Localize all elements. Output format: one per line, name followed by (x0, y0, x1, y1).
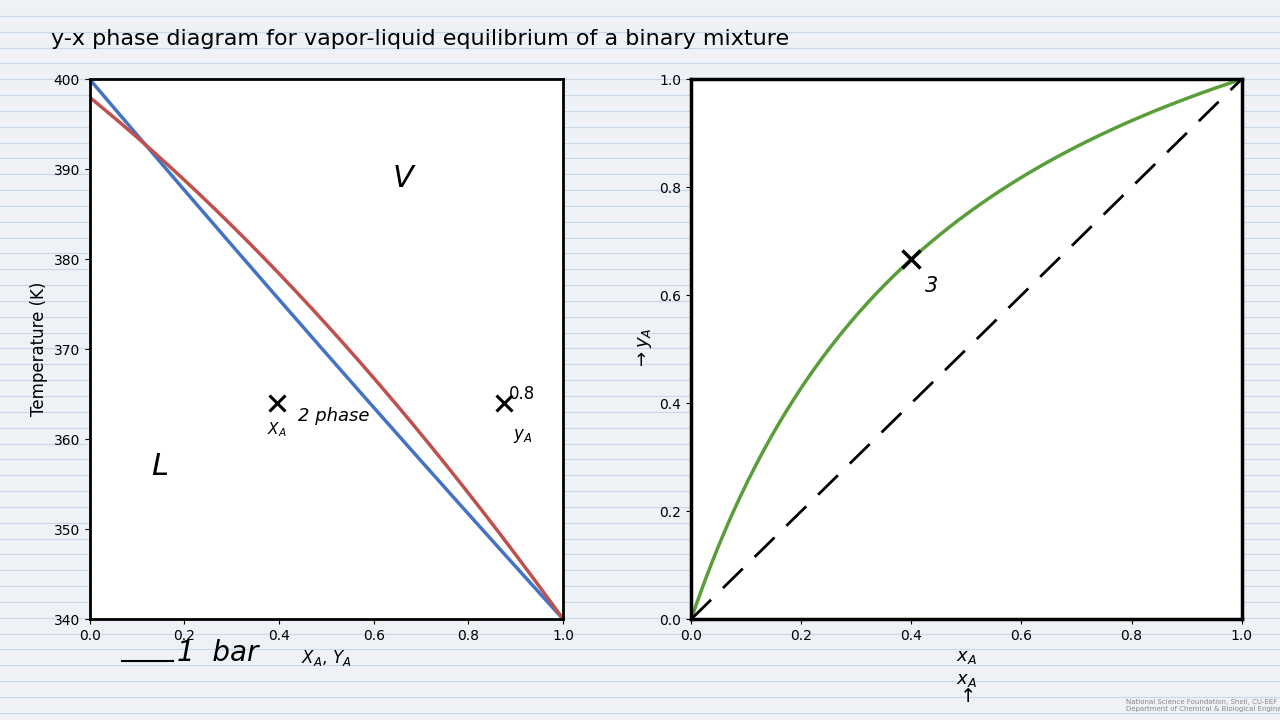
Text: $X_A$: $X_A$ (266, 420, 287, 439)
Text: National Science Foundation, Shell, CU-EEF &
Department of Chemical & Biological: National Science Foundation, Shell, CU-E… (1126, 699, 1280, 712)
Text: 2 phase: 2 phase (298, 408, 370, 426)
Y-axis label: $\rightarrow y_A$: $\rightarrow y_A$ (636, 328, 654, 371)
Text: 1  bar: 1 bar (177, 639, 259, 667)
Text: L: L (151, 452, 168, 481)
X-axis label: $X_A$, $Y_A$: $X_A$, $Y_A$ (301, 649, 352, 668)
Text: 3: 3 (925, 276, 938, 296)
X-axis label: $x_A$: $x_A$ (956, 649, 977, 667)
Text: $x_A$: $x_A$ (956, 671, 977, 690)
Text: $↑$: $↑$ (959, 688, 974, 706)
Text: V: V (393, 164, 413, 193)
Text: 0.8: 0.8 (508, 384, 535, 402)
Text: y-x phase diagram for vapor-liquid equilibrium of a binary mixture: y-x phase diagram for vapor-liquid equil… (51, 29, 790, 49)
Y-axis label: Temperature (K): Temperature (K) (29, 282, 47, 416)
Text: $y_A$: $y_A$ (513, 427, 532, 445)
